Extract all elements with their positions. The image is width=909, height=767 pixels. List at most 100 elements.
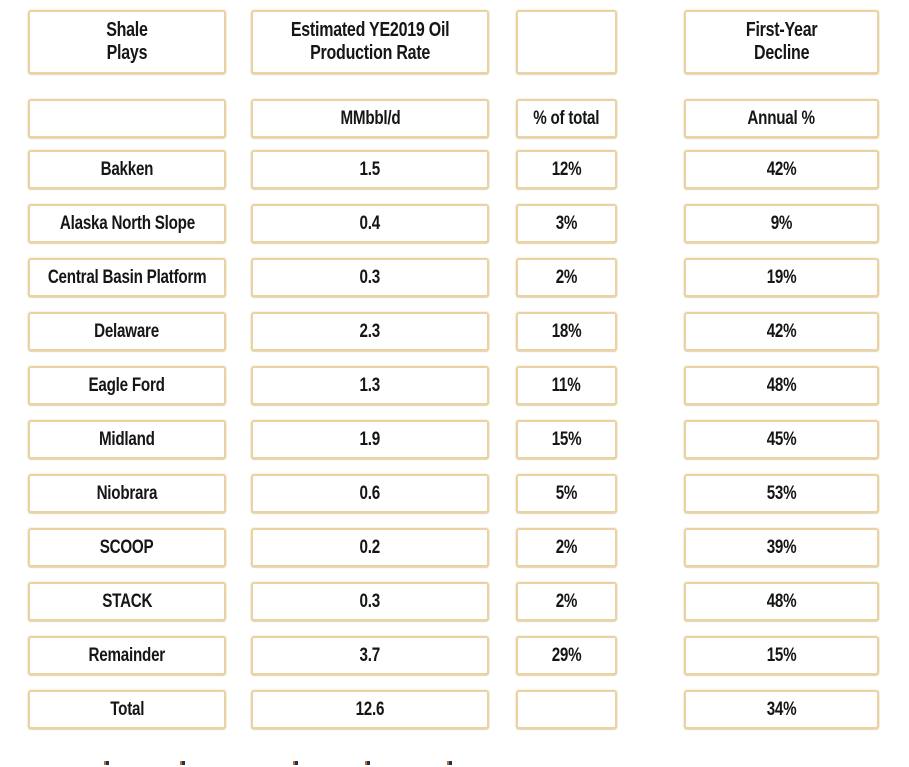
header-text: First-Year Decline: [745, 19, 818, 65]
cell-text: 39%: [766, 536, 797, 558]
cell-text: Midland: [99, 428, 155, 450]
cropped-text-artifact: [293, 761, 298, 765]
cell-text: 45%: [766, 428, 797, 450]
cell-text: 19%: [766, 266, 797, 288]
cell-pct: 2%: [516, 528, 617, 567]
cell-decline: 48%: [684, 366, 879, 405]
cell-rate: 1.5: [251, 150, 489, 189]
cell-text: 2%: [555, 590, 578, 612]
cell-pct: 3%: [516, 204, 617, 243]
cell-rate: 0.2: [251, 528, 489, 567]
cell-text: 15%: [766, 644, 797, 666]
cell-decline: 48%: [684, 582, 879, 621]
cell-text: 3%: [555, 212, 578, 234]
cell-text: 0.2: [359, 536, 381, 558]
cell-play: STACK: [28, 582, 226, 621]
table-row: Eagle Ford 1.3 11% 48%: [28, 366, 879, 405]
cell-text: 18%: [551, 320, 582, 342]
cell-rate: 0.4: [251, 204, 489, 243]
cell-text: Delaware: [94, 320, 160, 342]
cell-decline: 53%: [684, 474, 879, 513]
header-line: Plays: [106, 42, 148, 64]
cell-text: 1.5: [359, 158, 381, 180]
total-label-cell: Total: [28, 690, 226, 729]
total-row: Total 12.6 34%: [28, 690, 879, 729]
cell-text: 53%: [766, 482, 797, 504]
cell-rate: 3.7: [251, 636, 489, 675]
unit-empty-cell: [28, 99, 226, 138]
cell-text: 34%: [766, 698, 797, 720]
cell-decline: 45%: [684, 420, 879, 459]
cell-pct: 2%: [516, 258, 617, 297]
table-row: Niobrara 0.6 5% 53%: [28, 474, 879, 513]
cropped-text-artifact: [447, 761, 452, 765]
header-line: First-Year: [745, 19, 818, 41]
cell-decline: 15%: [684, 636, 879, 675]
header-production-rate: Estimated YE2019 Oil Production Rate: [251, 10, 489, 74]
cell-decline: 9%: [684, 204, 879, 243]
cell-play: Eagle Ford: [28, 366, 226, 405]
table-row: Bakken 1.5 12% 42%: [28, 150, 879, 189]
table-row: Central Basin Platform 0.3 2% 19%: [28, 258, 879, 297]
header-text: Shale Plays: [106, 19, 148, 65]
header-line: Estimated YE2019 Oil: [290, 19, 450, 41]
cell-text: 0.6: [359, 482, 381, 504]
cell-text: Total: [109, 698, 144, 720]
total-rate-cell: 12.6: [251, 690, 489, 729]
cell-play: Remainder: [28, 636, 226, 675]
unit-rate-cell: MMbbl/d: [251, 99, 489, 138]
cell-play: Central Basin Platform: [28, 258, 226, 297]
cell-rate: 2.3: [251, 312, 489, 351]
cell-text: 42%: [766, 158, 797, 180]
cell-text: 15%: [551, 428, 582, 450]
cell-text: 1.9: [359, 428, 381, 450]
cell-text: 1.3: [359, 374, 381, 396]
cell-pct: 2%: [516, 582, 617, 621]
header-line: Decline: [753, 42, 810, 64]
cell-rate: 1.3: [251, 366, 489, 405]
shale-plays-table: Shale Plays Estimated YE2019 Oil Product…: [28, 10, 879, 729]
units-row: MMbbl/d % of total Annual %: [28, 99, 879, 138]
table-row: SCOOP 0.2 2% 39%: [28, 528, 879, 567]
unit-pct-cell: % of total: [516, 99, 617, 138]
table-row: Midland 1.9 15% 45%: [28, 420, 879, 459]
cell-decline: 42%: [684, 150, 879, 189]
cell-text: Central Basin Platform: [47, 266, 207, 288]
cell-text: 5%: [555, 482, 578, 504]
header-line: Shale: [106, 19, 148, 41]
unit-text: % of total: [533, 107, 600, 129]
cell-play: Delaware: [28, 312, 226, 351]
cell-play: Alaska North Slope: [28, 204, 226, 243]
cell-play: SCOOP: [28, 528, 226, 567]
unit-text: Annual %: [747, 107, 816, 129]
cell-text: Bakken: [100, 158, 154, 180]
cell-pct: 5%: [516, 474, 617, 513]
header-first-year-decline: First-Year Decline: [684, 10, 879, 74]
cell-play: Bakken: [28, 150, 226, 189]
cell-pct: 11%: [516, 366, 617, 405]
cell-rate: 0.3: [251, 258, 489, 297]
cell-text: 2%: [555, 266, 578, 288]
header-row: Shale Plays Estimated YE2019 Oil Product…: [28, 10, 879, 74]
cell-play: Midland: [28, 420, 226, 459]
cell-text: 9%: [770, 212, 793, 234]
total-decline-cell: 34%: [684, 690, 879, 729]
cell-text: 0.3: [359, 590, 381, 612]
cell-pct: 29%: [516, 636, 617, 675]
table-row: Delaware 2.3 18% 42%: [28, 312, 879, 351]
header-shale-plays: Shale Plays: [28, 10, 226, 74]
cell-decline: 39%: [684, 528, 879, 567]
cell-text: Eagle Ford: [88, 374, 166, 396]
cell-rate: 1.9: [251, 420, 489, 459]
table-row: Remainder 3.7 29% 15%: [28, 636, 879, 675]
cell-text: 12%: [551, 158, 582, 180]
unit-text: MMbbl/d: [340, 107, 400, 129]
cell-text: 48%: [766, 374, 797, 396]
header-line: Production Rate: [310, 42, 430, 64]
cell-pct: 15%: [516, 420, 617, 459]
cropped-text-artifact: [104, 761, 109, 765]
cell-text: Alaska North Slope: [59, 212, 195, 234]
cell-text: 2.3: [359, 320, 381, 342]
cell-rate: 0.6: [251, 474, 489, 513]
table-row: Alaska North Slope 0.4 3% 9%: [28, 204, 879, 243]
